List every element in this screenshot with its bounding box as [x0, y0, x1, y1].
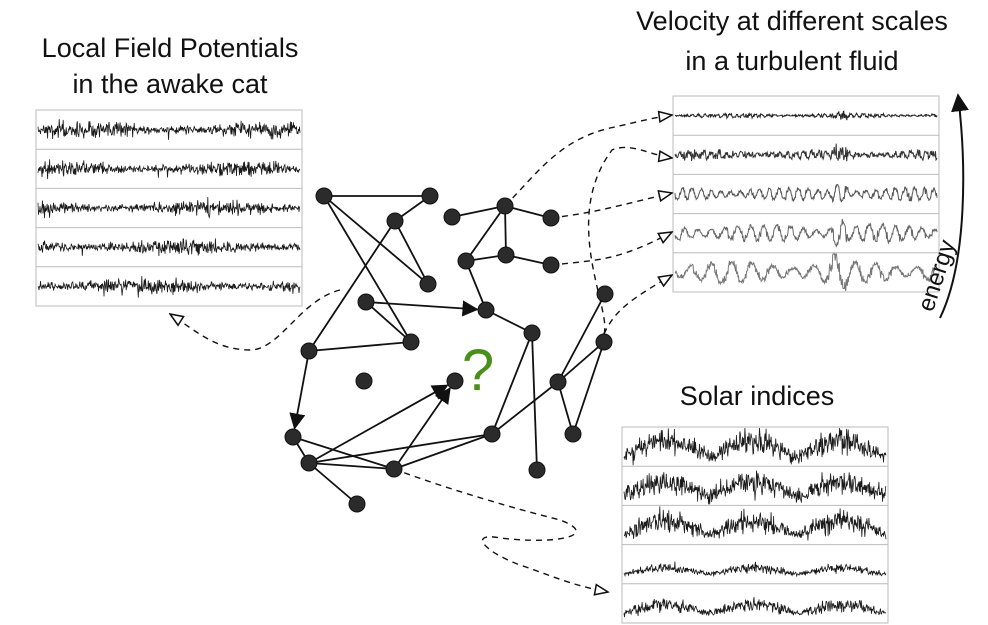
edge [451, 205, 506, 218]
turbulence-title-line1: Velocity at different scales [636, 6, 948, 36]
edge [572, 341, 605, 435]
network-node [596, 285, 614, 303]
network-node [443, 208, 461, 226]
edge [394, 220, 429, 285]
edge [365, 301, 412, 343]
trace-turb-1 [674, 110, 938, 121]
question-mark: ? [462, 338, 494, 403]
trace-turb-3 [674, 183, 938, 204]
solar-panel [621, 426, 889, 624]
dashed-arrows [170, 115, 672, 592]
solar-panel-frame [621, 426, 889, 624]
network-node [348, 495, 366, 513]
trace-lfp-2 [37, 159, 301, 180]
solar-title: Solar indices [680, 381, 835, 411]
trace-solar-1 [623, 427, 887, 466]
network-node [483, 425, 501, 443]
energy-arrow [939, 93, 969, 319]
edge [485, 309, 533, 334]
directed-edge [365, 300, 479, 317]
lfp-title-line2: in the awake cat [72, 69, 268, 99]
network-node [355, 372, 373, 390]
edge [491, 381, 559, 435]
dashed-arrow-to-lfp [170, 289, 341, 351]
turbulence-panel [672, 95, 940, 293]
network-node [523, 324, 541, 342]
network-node [284, 428, 302, 446]
turbulence-title-line2: in a turbulent fluid [685, 46, 898, 76]
trace-turb-2 [674, 143, 938, 162]
network-node [421, 187, 439, 205]
edge [323, 195, 429, 285]
edge [557, 381, 574, 435]
network-node [300, 342, 318, 360]
dashed-arrow-to-turb-1 [504, 115, 672, 207]
network-node [496, 197, 514, 215]
network-node [542, 256, 560, 274]
network-node [446, 372, 464, 390]
trace-solar-5 [623, 597, 887, 618]
lfp-title-line1: Local Field Potentials [42, 33, 299, 63]
edge [308, 462, 358, 505]
network-node [357, 293, 375, 311]
network-edges [289, 195, 606, 505]
network-node [595, 333, 613, 351]
network-node [402, 333, 420, 351]
network-node [497, 246, 515, 264]
edge [465, 205, 506, 262]
trace-lfp-1 [37, 119, 301, 140]
trace-lfp-5 [37, 276, 301, 298]
edge [557, 293, 606, 383]
directed-edge [393, 387, 451, 470]
edge [292, 436, 395, 470]
network-nodes [284, 187, 614, 513]
edge [323, 195, 412, 343]
trace-solar-2 [623, 470, 887, 505]
network-node [300, 454, 318, 472]
lfp-panel [35, 109, 303, 307]
network-node [528, 461, 546, 479]
edge [308, 433, 493, 464]
dashed-arrow-to-solar [393, 468, 608, 592]
network-node [385, 460, 403, 478]
network-node [457, 252, 475, 270]
dashed-arrow-to-turb-5 [603, 275, 672, 335]
network-node [549, 373, 567, 391]
network-node [419, 275, 437, 293]
trace-lfp-4 [37, 238, 301, 257]
edge [308, 341, 412, 352]
trace-solar-3 [623, 506, 887, 541]
network-node [315, 187, 333, 205]
trace-lfp-3 [37, 196, 301, 219]
network-node [564, 425, 582, 443]
network-node [542, 209, 560, 227]
directed-edge [308, 384, 449, 464]
edge [308, 220, 396, 352]
dashed-arrow-to-turb-4 [550, 232, 672, 266]
edge [393, 433, 493, 470]
network-node [386, 212, 404, 230]
edge [308, 462, 395, 470]
edge [491, 332, 533, 435]
directed-edge [289, 350, 310, 430]
turbulence-panel-frame [672, 95, 940, 293]
edge [557, 341, 605, 383]
dashed-arrow-to-turb-3 [550, 193, 672, 219]
edge [465, 260, 487, 311]
dashed-arrow-to-turb-2 [587, 146, 672, 335]
trace-solar-4 [623, 561, 887, 578]
trace-turb-5 [674, 252, 938, 292]
network-node [477, 301, 495, 319]
trace-turb-4 [674, 218, 938, 248]
